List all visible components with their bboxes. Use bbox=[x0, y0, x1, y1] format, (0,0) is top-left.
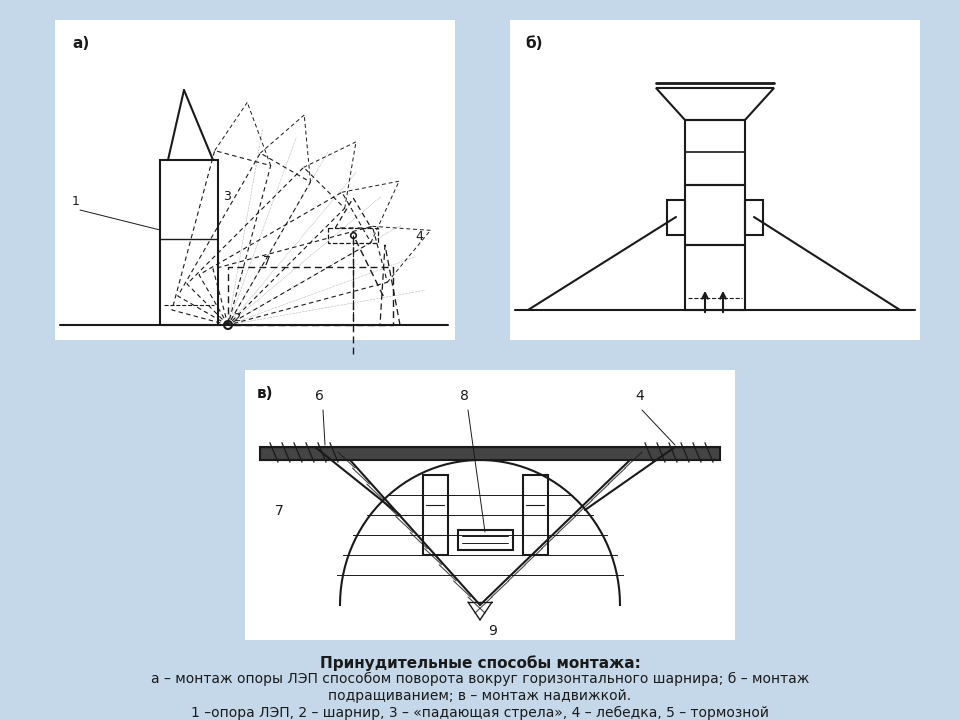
Bar bbox=[510, 20, 920, 340]
Text: 3: 3 bbox=[223, 190, 230, 203]
Text: 7: 7 bbox=[275, 504, 284, 518]
Bar bbox=[160, 160, 218, 325]
Bar bbox=[685, 120, 745, 185]
Text: 7: 7 bbox=[263, 255, 271, 268]
Bar bbox=[745, 200, 763, 235]
Text: 8: 8 bbox=[460, 389, 468, 403]
Bar bbox=[667, 200, 685, 235]
Text: 4: 4 bbox=[415, 230, 422, 243]
Text: Принудительные способы монтажа:: Принудительные способы монтажа: bbox=[320, 655, 640, 671]
Text: 9: 9 bbox=[488, 624, 497, 638]
Text: 2: 2 bbox=[233, 313, 240, 323]
Bar bbox=[328, 228, 378, 243]
Bar bbox=[458, 530, 513, 550]
Text: 6: 6 bbox=[315, 389, 324, 403]
Bar bbox=[260, 447, 720, 460]
Text: в): в) bbox=[257, 386, 274, 401]
Bar bbox=[685, 185, 745, 245]
Bar bbox=[245, 370, 735, 640]
Bar bbox=[523, 475, 548, 555]
Text: а): а) bbox=[72, 36, 89, 51]
Text: 1: 1 bbox=[72, 195, 80, 208]
Text: подращиванием; в – монтаж надвижкой.: подращиванием; в – монтаж надвижкой. bbox=[328, 689, 632, 703]
Bar bbox=[423, 475, 448, 555]
Bar bbox=[685, 245, 745, 310]
Text: 4: 4 bbox=[635, 389, 644, 403]
Text: а – монтаж опоры ЛЭП способом поворота вокруг горизонтального шарнира; б – монта: а – монтаж опоры ЛЭП способом поворота в… bbox=[151, 672, 809, 686]
Bar bbox=[55, 20, 455, 340]
Text: 1 –опора ЛЭП, 2 – шарнир, 3 – «падающая стрела», 4 – лебедка, 5 – тормозной: 1 –опора ЛЭП, 2 – шарнир, 3 – «падающая … bbox=[191, 706, 769, 720]
Text: б): б) bbox=[525, 36, 542, 51]
